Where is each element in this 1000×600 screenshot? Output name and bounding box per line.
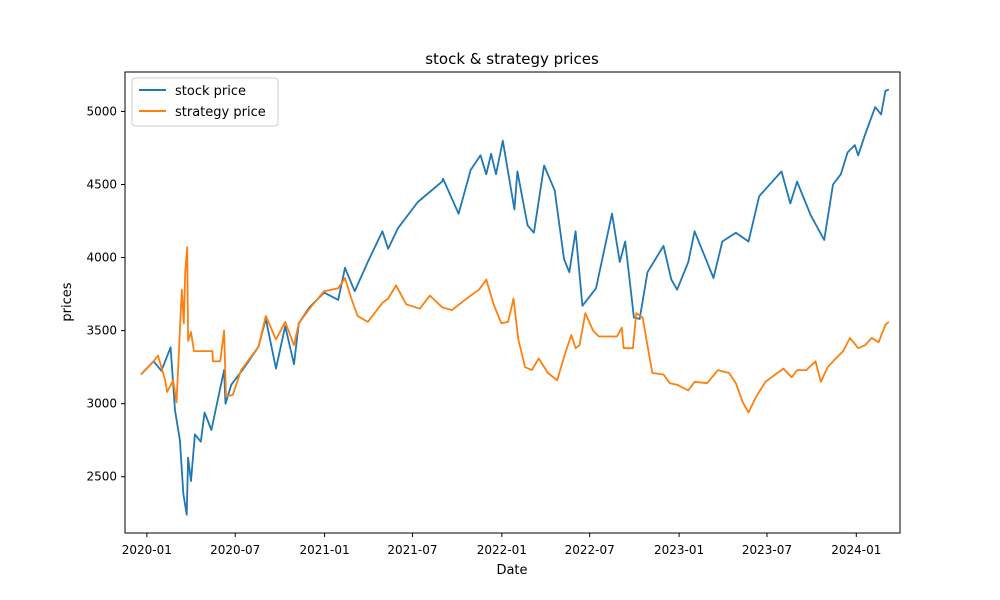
x-axis-label: Date	[496, 563, 527, 578]
plot-frame	[124, 71, 901, 534]
chart-title: stock & strategy prices	[425, 50, 599, 68]
x-axis: 2020-01 2020-07 2021-01 2021-07 2022-01 2022-…	[122, 533, 881, 557]
y-axis: 2500 3000 3500 4000 4500 5000	[86, 104, 125, 484]
legend: stock price strategy price	[131, 77, 279, 127]
y-tick-label: 3500	[86, 324, 117, 338]
series-line-strategy-price	[140, 246, 890, 414]
y-tick-label: 3000	[86, 397, 117, 411]
x-tick-label: 2022-07	[565, 543, 615, 557]
legend-label-strategy-price: strategy price	[175, 105, 266, 120]
x-tick-label: 2023-01	[654, 543, 704, 557]
series-layer	[140, 88, 890, 516]
y-tick-label: 4500	[86, 178, 117, 192]
x-tick-label: 2023-07	[742, 543, 792, 557]
y-axis-label: prices	[60, 282, 75, 321]
x-tick-label: 2024-01	[831, 543, 881, 557]
y-tick-label: 2500	[86, 470, 117, 484]
x-tick-label: 2022-01	[477, 543, 527, 557]
legend-label-stock-price: stock price	[175, 84, 246, 99]
x-tick-label: 2021-07	[387, 543, 437, 557]
x-tick-label: 2020-07	[210, 543, 260, 557]
x-tick-label: 2020-01	[122, 543, 172, 557]
y-tick-label: 4000	[86, 251, 117, 265]
series-line-stock-price	[140, 88, 890, 516]
y-tick-label: 5000	[86, 104, 117, 118]
legend-box	[131, 77, 279, 127]
x-tick-label: 2021-01	[300, 543, 350, 557]
